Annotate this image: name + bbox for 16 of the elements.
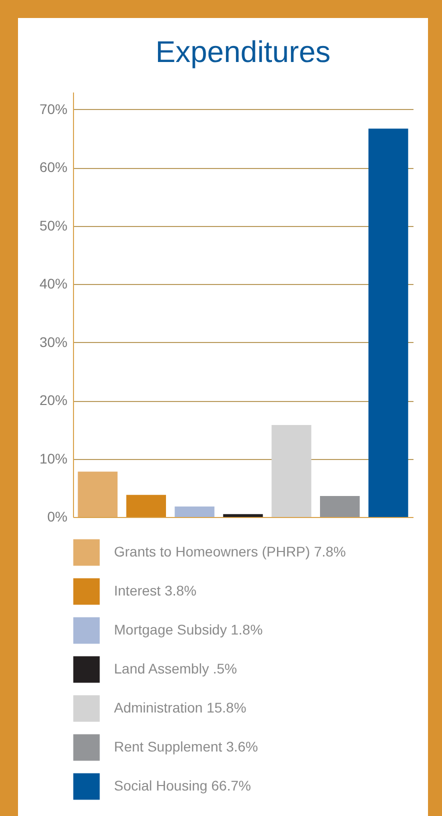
legend-label: Mortgage Subsidy 1.8% <box>114 622 263 638</box>
y-tick-label: 50% <box>39 217 68 234</box>
y-tick-label: 70% <box>39 100 68 117</box>
chart-title: Expenditures <box>155 36 331 69</box>
legend-label: Grants to Homeowners (PHRP) 7.8% <box>114 544 346 560</box>
y-tick-label: 0% <box>47 508 68 524</box>
legend-label: Interest 3.8% <box>114 582 196 598</box>
y-tick-label: 60% <box>39 159 68 176</box>
legend-label: Administration 15.8% <box>114 700 246 716</box>
y-tick-label: 10% <box>39 450 68 466</box>
legend-label: Rent Supplement 3.6% <box>114 738 258 754</box>
y-tick-label: 20% <box>39 392 68 408</box>
legend-label: Land Assembly .5% <box>114 660 237 676</box>
y-tick-label: 40% <box>39 276 68 292</box>
legend-label: Social Housing 66.7% <box>114 778 251 794</box>
y-tick-label: 30% <box>39 334 68 350</box>
